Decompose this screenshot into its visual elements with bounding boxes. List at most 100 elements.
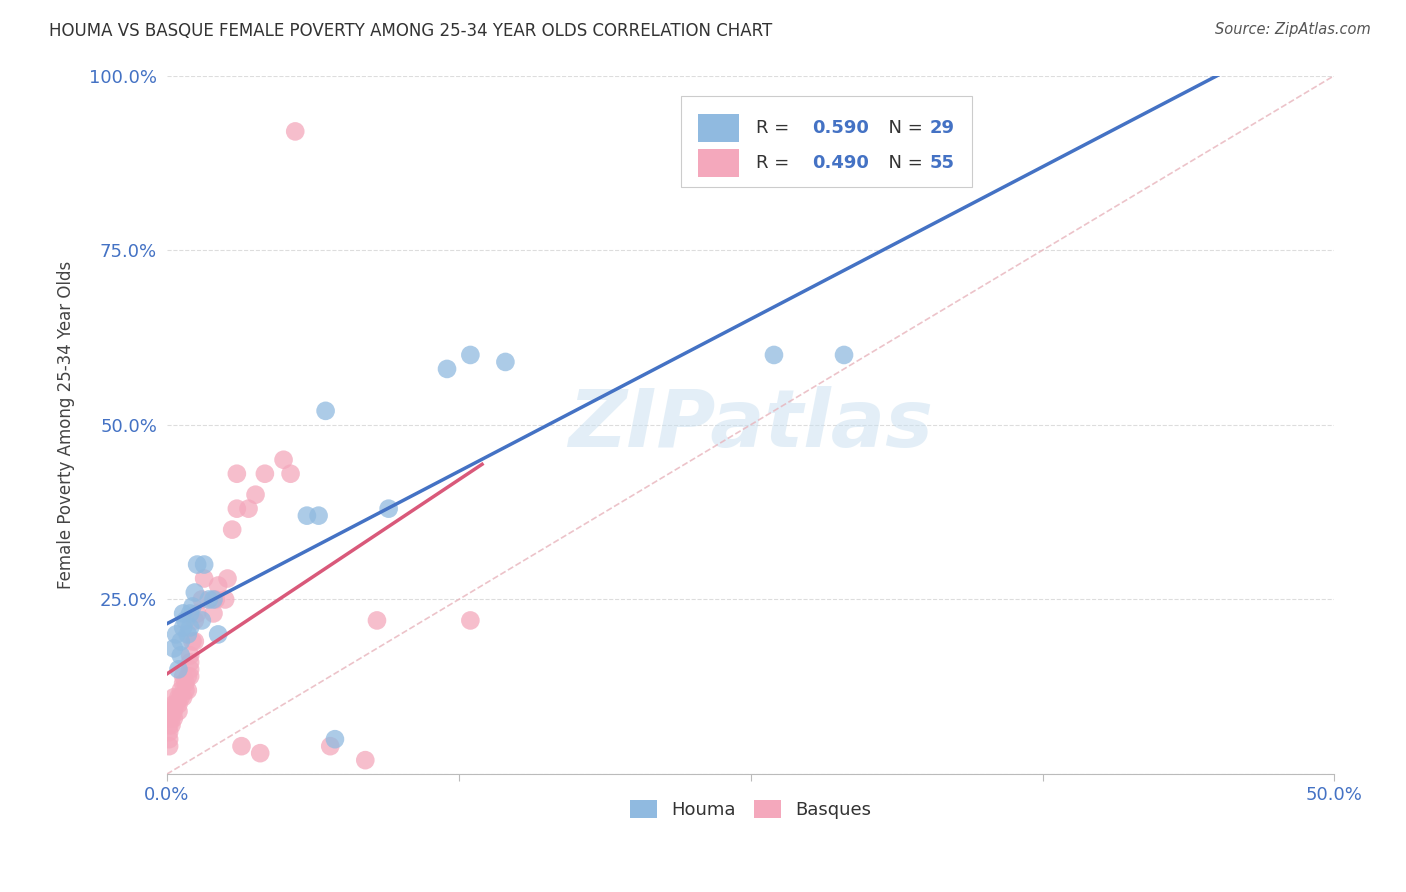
Point — [354, 753, 377, 767]
Text: Source: ZipAtlas.com: Source: ZipAtlas.com — [1215, 22, 1371, 37]
Point — [207, 578, 229, 592]
Text: 0.490: 0.490 — [813, 153, 869, 172]
Point — [172, 607, 194, 621]
Point — [172, 690, 194, 705]
FancyBboxPatch shape — [697, 114, 740, 142]
Point — [225, 501, 247, 516]
Point — [179, 662, 201, 676]
Point — [177, 683, 200, 698]
Text: R =: R = — [756, 153, 796, 172]
Point — [184, 585, 207, 599]
Point — [160, 711, 183, 725]
Point — [202, 607, 225, 621]
Point — [494, 355, 516, 369]
Point — [238, 501, 260, 516]
Point — [366, 614, 388, 628]
Point — [174, 676, 197, 690]
Y-axis label: Female Poverty Among 25-34 Year Olds: Female Poverty Among 25-34 Year Olds — [58, 260, 75, 589]
Point — [172, 676, 194, 690]
Point — [172, 620, 194, 634]
Point — [170, 683, 193, 698]
Point — [193, 558, 215, 572]
Point — [177, 627, 200, 641]
Point — [167, 662, 190, 676]
Point — [377, 501, 399, 516]
Point — [284, 124, 307, 138]
Point — [157, 718, 180, 732]
Legend: Houma, Basques: Houma, Basques — [624, 794, 877, 824]
Point — [170, 648, 193, 663]
Point — [179, 656, 201, 670]
Point — [221, 523, 243, 537]
Point — [308, 508, 330, 523]
Point — [225, 467, 247, 481]
Point — [205, 592, 228, 607]
Point — [160, 718, 183, 732]
Point — [177, 669, 200, 683]
Text: 0.590: 0.590 — [813, 119, 869, 136]
Point — [160, 704, 183, 718]
Point — [280, 467, 302, 481]
Point — [184, 614, 207, 628]
Point — [832, 348, 855, 362]
Point — [163, 704, 186, 718]
Point — [179, 648, 201, 663]
Text: N =: N = — [877, 153, 928, 172]
Point — [253, 467, 276, 481]
Point — [163, 690, 186, 705]
Point — [179, 620, 201, 634]
Point — [191, 614, 214, 628]
Point — [172, 669, 194, 683]
Point — [191, 592, 214, 607]
Point — [249, 746, 271, 760]
Point — [165, 698, 187, 712]
Point — [170, 690, 193, 705]
Point — [165, 627, 187, 641]
Point — [198, 592, 221, 607]
Point — [323, 732, 346, 747]
Point — [460, 348, 482, 362]
Point — [181, 634, 204, 648]
Point — [157, 725, 180, 739]
Point — [184, 634, 207, 648]
Point — [762, 348, 785, 362]
Point — [157, 711, 180, 725]
Point — [170, 634, 193, 648]
Point — [217, 572, 239, 586]
Point — [193, 572, 215, 586]
Point — [179, 669, 201, 683]
Text: R =: R = — [756, 119, 796, 136]
Point — [167, 704, 190, 718]
FancyBboxPatch shape — [697, 149, 740, 177]
Point — [231, 739, 253, 754]
Point — [186, 607, 208, 621]
Point — [157, 739, 180, 754]
Point — [186, 558, 208, 572]
Point — [436, 362, 458, 376]
Text: ZIPatlas: ZIPatlas — [568, 386, 934, 464]
Text: 55: 55 — [929, 153, 955, 172]
Point — [163, 641, 186, 656]
Point — [460, 614, 482, 628]
Point — [174, 683, 197, 698]
Point — [207, 627, 229, 641]
Point — [181, 599, 204, 614]
Point — [214, 592, 236, 607]
Point — [315, 404, 337, 418]
Point — [273, 452, 295, 467]
Text: 29: 29 — [929, 119, 955, 136]
Point — [167, 698, 190, 712]
Point — [319, 739, 342, 754]
FancyBboxPatch shape — [681, 96, 973, 187]
Point — [167, 690, 190, 705]
Point — [245, 488, 267, 502]
Point — [174, 614, 197, 628]
Point — [163, 698, 186, 712]
Text: HOUMA VS BASQUE FEMALE POVERTY AMONG 25-34 YEAR OLDS CORRELATION CHART: HOUMA VS BASQUE FEMALE POVERTY AMONG 25-… — [49, 22, 772, 40]
Point — [163, 711, 186, 725]
Point — [157, 732, 180, 747]
Point — [179, 607, 201, 621]
Point — [295, 508, 318, 523]
Text: N =: N = — [877, 119, 928, 136]
Point — [202, 592, 225, 607]
